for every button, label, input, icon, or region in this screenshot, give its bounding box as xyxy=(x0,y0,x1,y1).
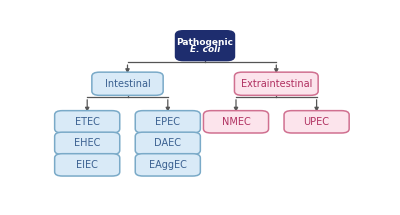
Text: Extraintestinal: Extraintestinal xyxy=(241,79,312,89)
FancyBboxPatch shape xyxy=(135,111,200,133)
Text: EIEC: EIEC xyxy=(76,160,98,170)
FancyBboxPatch shape xyxy=(55,154,120,176)
Text: EPEC: EPEC xyxy=(155,117,180,127)
Text: EHEC: EHEC xyxy=(74,138,100,148)
FancyBboxPatch shape xyxy=(55,132,120,155)
Text: Pathogenic: Pathogenic xyxy=(176,38,234,47)
Text: E. coli: E. coli xyxy=(190,45,220,54)
FancyBboxPatch shape xyxy=(135,154,200,176)
FancyBboxPatch shape xyxy=(55,111,120,133)
Text: DAEC: DAEC xyxy=(154,138,181,148)
FancyBboxPatch shape xyxy=(92,72,163,95)
Text: NMEC: NMEC xyxy=(222,117,250,127)
FancyBboxPatch shape xyxy=(284,111,349,133)
FancyBboxPatch shape xyxy=(135,132,200,155)
Text: EAggEC: EAggEC xyxy=(149,160,187,170)
FancyBboxPatch shape xyxy=(204,111,268,133)
FancyBboxPatch shape xyxy=(176,31,234,61)
Text: UPEC: UPEC xyxy=(304,117,330,127)
FancyBboxPatch shape xyxy=(234,72,318,95)
Text: ETEC: ETEC xyxy=(75,117,100,127)
Text: Intestinal: Intestinal xyxy=(105,79,150,89)
